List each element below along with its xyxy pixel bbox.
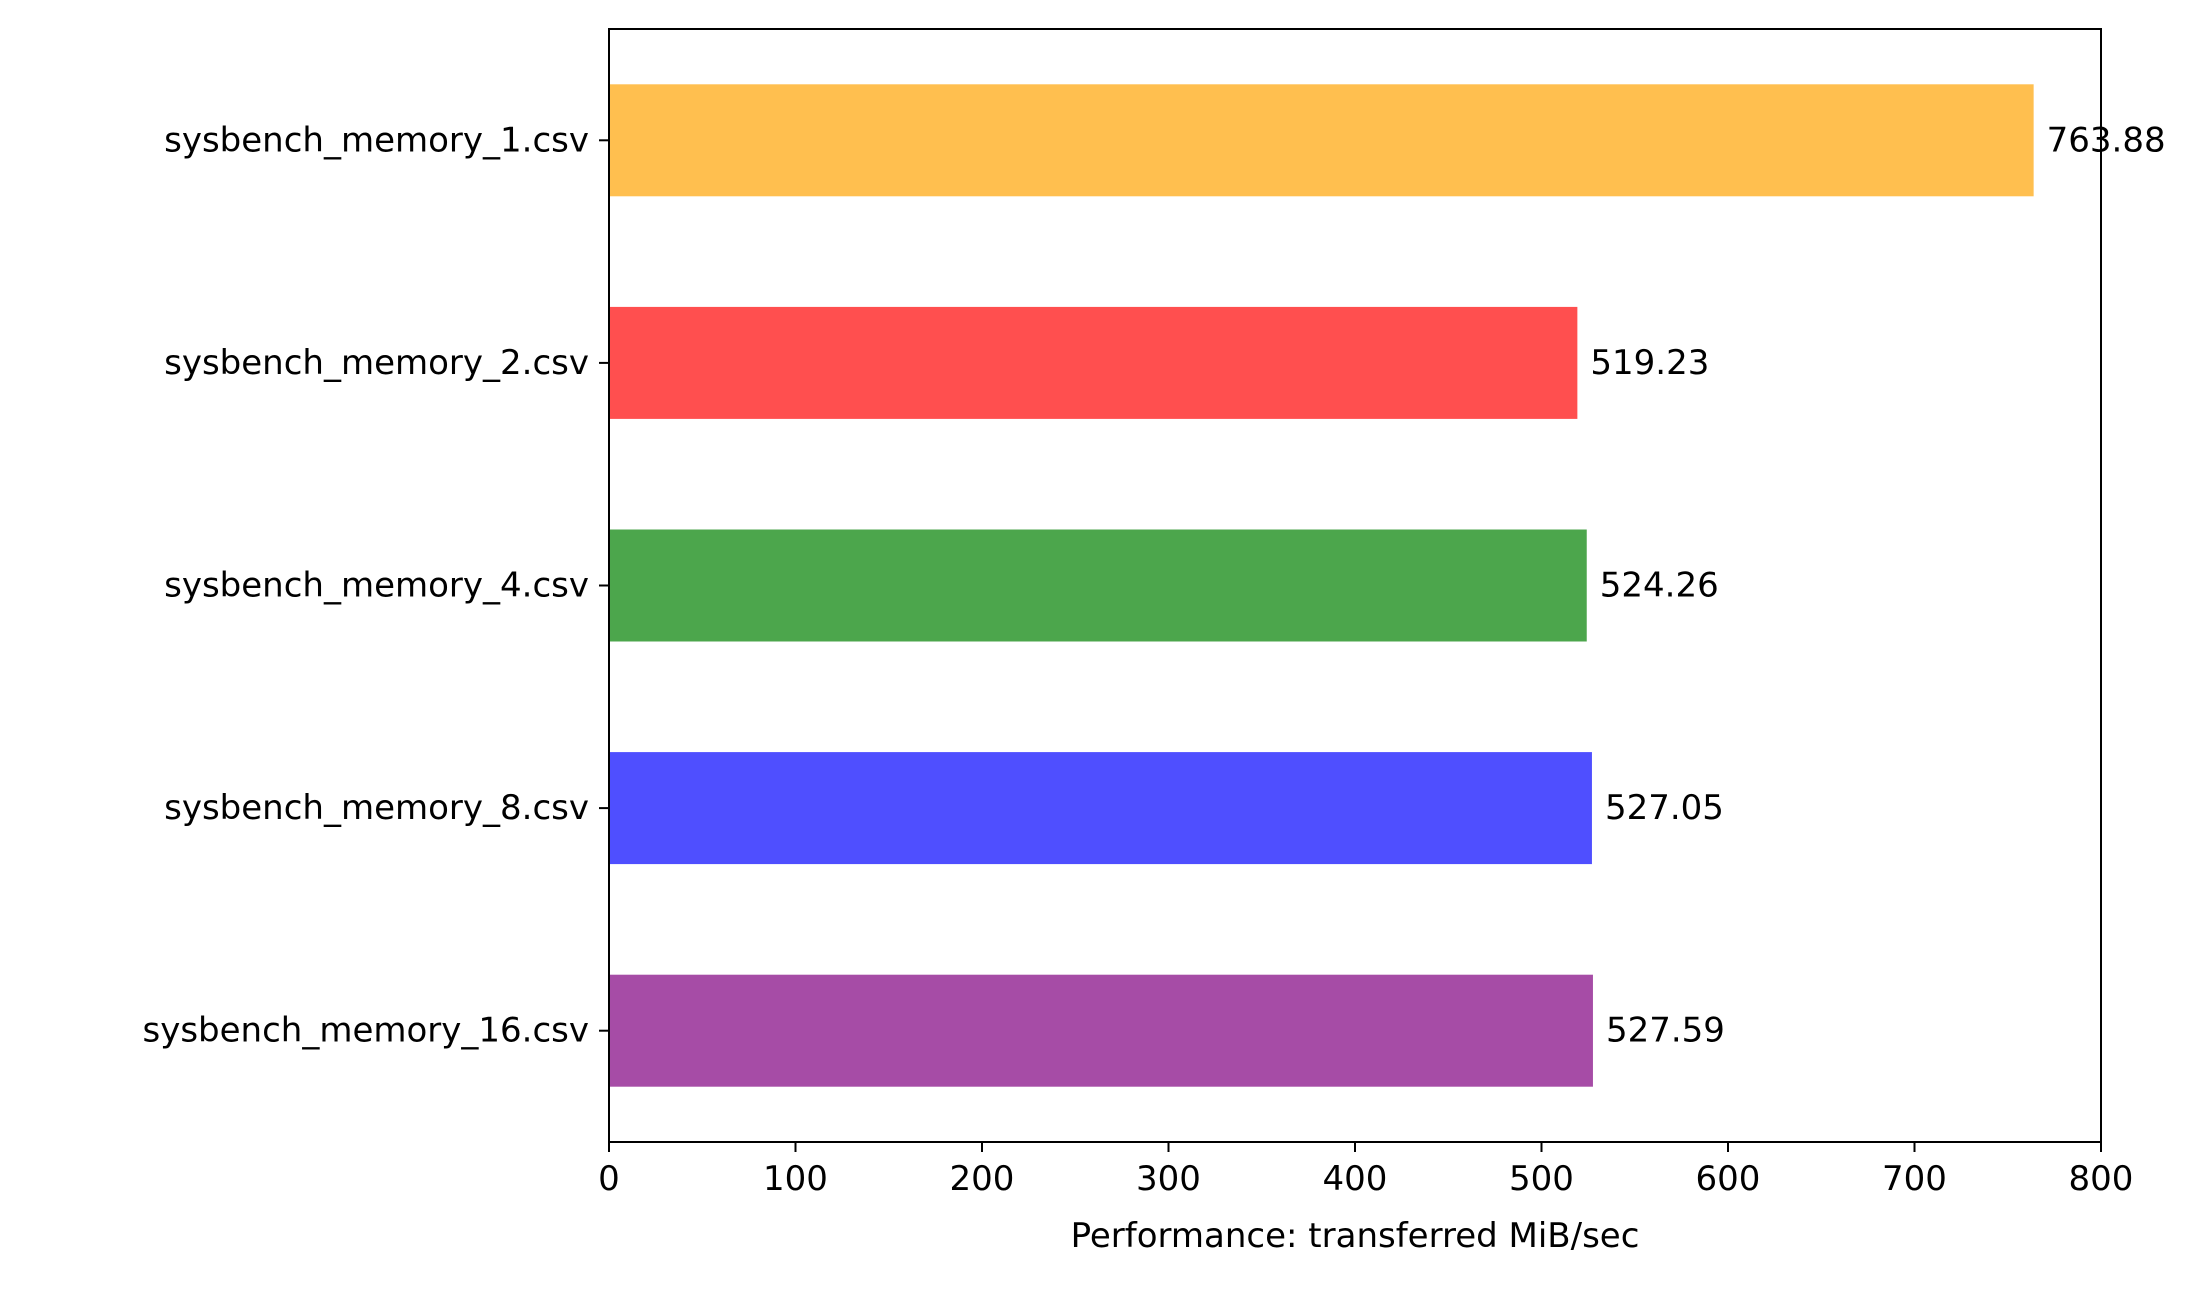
y-axis: sysbench_memory_1.csv sysbench_memory_2.c… <box>143 120 609 1051</box>
value-labels-layer: 763.88 519.23 524.26 527.05 527.59 <box>1590 120 2165 1050</box>
bar-1 <box>609 306 1578 419</box>
x-tick-label-7: 700 <box>1882 1159 1947 1199</box>
x-tick-label-3: 300 <box>1136 1159 1201 1199</box>
value-label-0: 763.88 <box>2047 120 2166 160</box>
bar-4 <box>609 974 1593 1087</box>
y-tick-label-2: sysbench_memory_4.csv <box>164 566 589 606</box>
value-label-4: 527.59 <box>1606 1011 1725 1051</box>
x-tick-label-2: 200 <box>950 1159 1015 1199</box>
x-axis: 0 100 200 300 400 500 600 700 800 <box>598 1142 2133 1199</box>
value-label-2: 524.26 <box>1600 566 1719 606</box>
y-tick-label-1: sysbench_memory_2.csv <box>164 343 589 383</box>
x-tick-label-8: 800 <box>2069 1159 2134 1199</box>
x-tick-label-4: 400 <box>1323 1159 1388 1199</box>
bars-layer <box>609 84 2034 1087</box>
x-tick-label-5: 500 <box>1509 1159 1574 1199</box>
y-tick-label-0: sysbench_memory_1.csv <box>164 120 589 160</box>
x-tick-label-6: 600 <box>1696 1159 1761 1199</box>
value-label-3: 527.05 <box>1605 788 1724 828</box>
value-label-1: 519.23 <box>1590 343 1709 383</box>
x-tick-label-0: 0 <box>598 1159 620 1199</box>
y-tick-label-4: sysbench_memory_16.csv <box>143 1011 590 1051</box>
y-tick-label-3: sysbench_memory_8.csv <box>164 788 589 828</box>
bar-2 <box>609 529 1587 642</box>
bar-3 <box>609 752 1592 865</box>
x-tick-label-1: 100 <box>763 1159 828 1199</box>
bar-0 <box>609 84 2034 197</box>
x-axis-label: Performance: transferred MiB/sec <box>1071 1216 1640 1256</box>
